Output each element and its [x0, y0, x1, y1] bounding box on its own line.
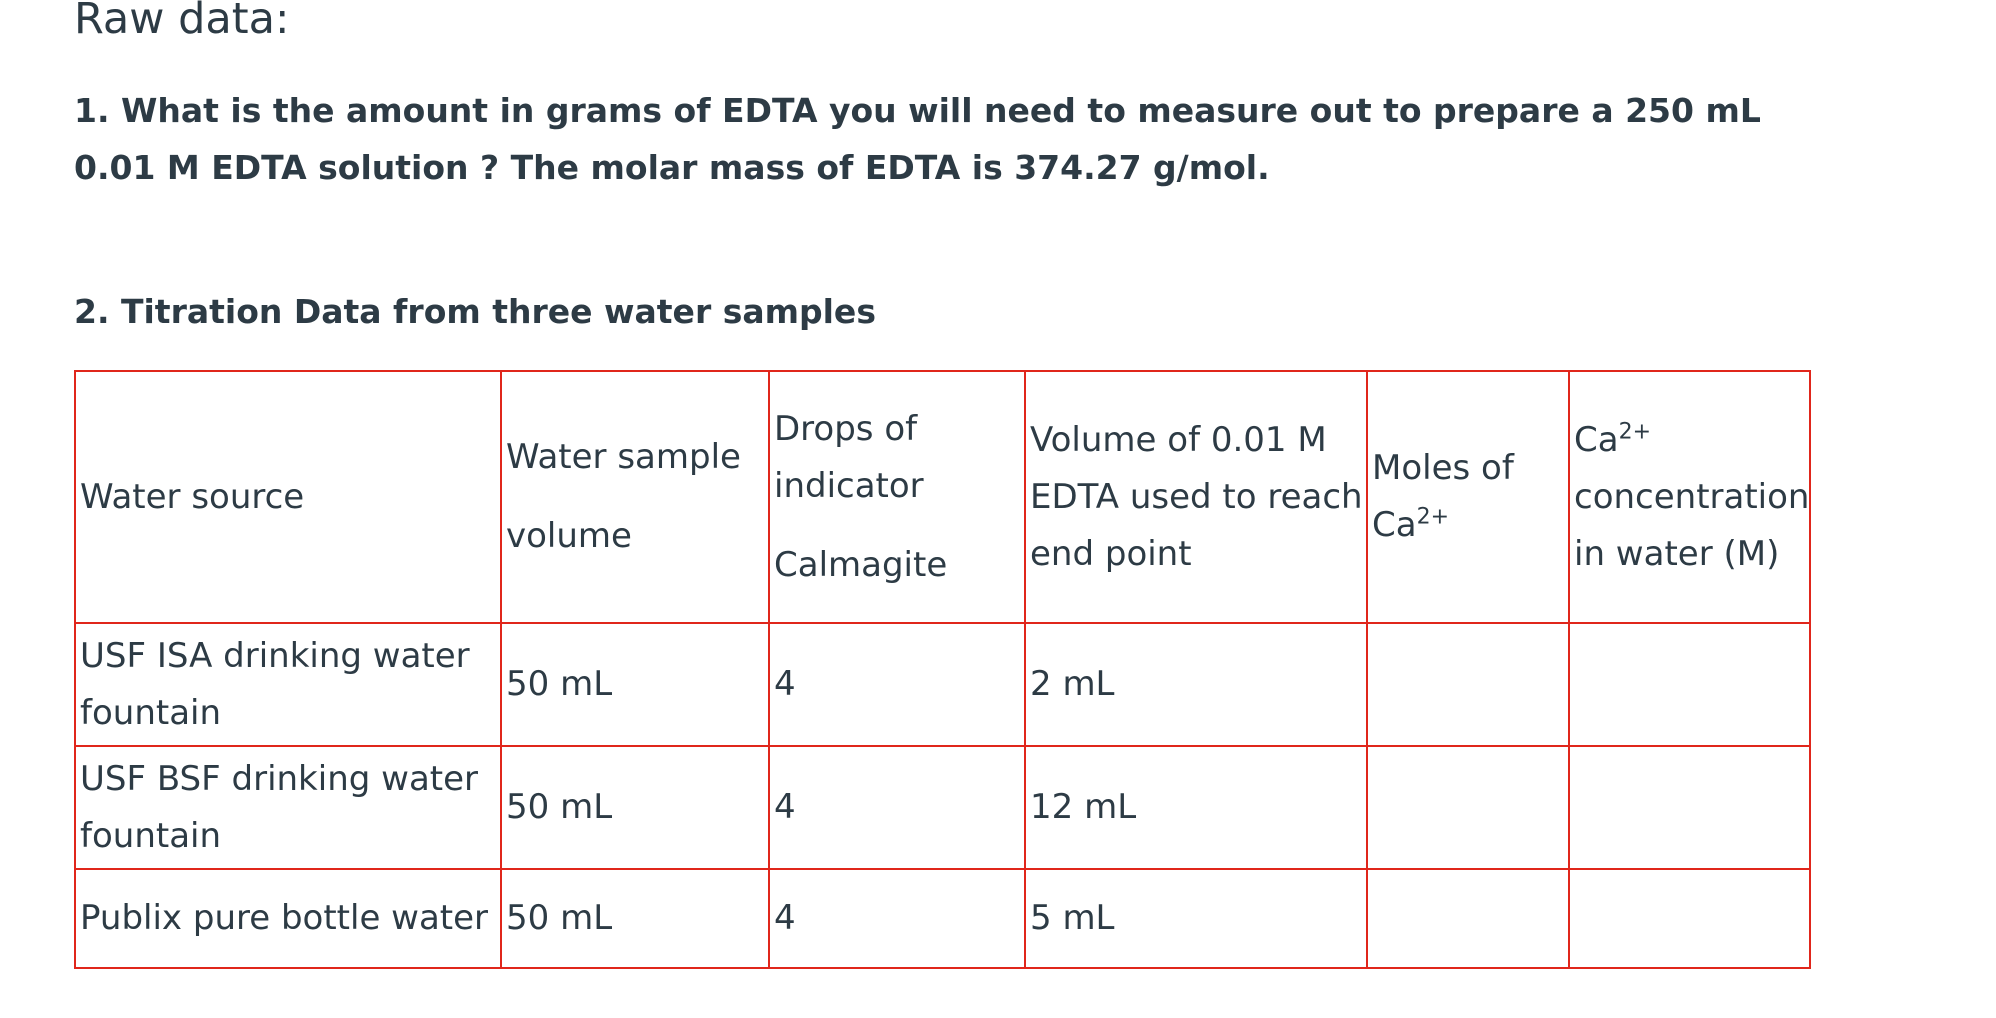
raw-data-heading: Raw data: — [74, 0, 290, 44]
table-row: Publix pure bottle water 50 mL 4 5 mL — [74, 868, 1812, 969]
header-drops-line3: Calmagite — [774, 544, 948, 585]
cell-volume: 50 mL — [500, 868, 770, 969]
header-water-source: Water source — [74, 370, 502, 624]
cell-water-source: Publix pure bottle water — [74, 868, 502, 969]
header-water-source-label: Water source — [80, 476, 305, 517]
cell-source-line1: USF BSF drinking water — [80, 758, 479, 799]
header-moles-line2: Ca2+ — [1372, 497, 1568, 554]
cell-moles — [1366, 622, 1570, 747]
header-sample-volume-line1: Water sample — [506, 437, 741, 477]
header-conc-line1: Ca2+ — [1574, 412, 1809, 469]
header-moles-ca: Moles of Ca2+ — [1366, 370, 1570, 624]
header-edta-line1: Volume of 0.01 M — [1030, 419, 1327, 460]
header-edta-line3: end point — [1030, 533, 1192, 574]
titration-table: Water source Water sample volume Drops o… — [74, 370, 1812, 969]
cell-volume: 50 mL — [500, 622, 770, 747]
cell-water-source: USF BSF drinking water fountain — [74, 745, 502, 870]
cell-concentration — [1567, 622, 1812, 747]
table-header-row: Water source Water sample volume Drops o… — [74, 370, 1812, 624]
header-edta-line2: EDTA used to reach — [1030, 476, 1363, 517]
header-ca-concentration: Ca2+ concentration in water (M) — [1567, 370, 1812, 624]
header-conc-line3: in water (M) — [1574, 533, 1780, 574]
cell-source-line1: USF ISA drinking water — [80, 635, 470, 676]
question-1: 1. What is the amount in grams of EDTA y… — [74, 91, 1761, 187]
header-conc-ca-text: Ca — [1574, 419, 1619, 460]
header-moles-sup: 2+ — [1416, 504, 1450, 530]
header-conc-line2: concentration — [1574, 476, 1810, 517]
header-drops-line1: Drops of — [774, 408, 918, 449]
cell-edta-volume: 12 mL — [1024, 745, 1368, 870]
cell-source-line1: Publix pure bottle water — [80, 898, 489, 938]
header-drops-line2: indicator — [774, 465, 924, 506]
cell-edta-volume: 2 mL — [1024, 622, 1368, 747]
header-sample-volume-line2: volume — [506, 516, 632, 556]
question-2: 2. Titration Data from three water sampl… — [74, 292, 876, 331]
cell-source-line2: fountain — [80, 692, 222, 733]
cell-moles — [1366, 745, 1570, 870]
cell-edta-volume: 5 mL — [1024, 868, 1368, 969]
header-edta-volume: Volume of 0.01 M EDTA used to reach end … — [1024, 370, 1368, 624]
cell-drops: 4 — [768, 745, 1026, 870]
header-moles-line1: Moles of — [1372, 448, 1514, 488]
header-moles-ca-text: Ca — [1372, 505, 1417, 545]
table-row: USF BSF drinking water fountain 50 mL 4 … — [74, 745, 1812, 870]
cell-source-line2: fountain — [80, 815, 222, 856]
header-conc-sup: 2+ — [1618, 419, 1652, 445]
cell-concentration — [1567, 745, 1812, 870]
table-row: USF ISA drinking water fountain 50 mL 4 … — [74, 622, 1812, 747]
cell-volume: 50 mL — [500, 745, 770, 870]
cell-concentration — [1567, 868, 1812, 969]
cell-moles — [1366, 868, 1570, 969]
header-drops-indicator: Drops of indicator Calmagite — [768, 370, 1026, 624]
cell-water-source: USF ISA drinking water fountain — [74, 622, 502, 747]
header-sample-volume: Water sample volume — [500, 370, 770, 624]
cell-drops: 4 — [768, 868, 1026, 969]
cell-drops: 4 — [768, 622, 1026, 747]
